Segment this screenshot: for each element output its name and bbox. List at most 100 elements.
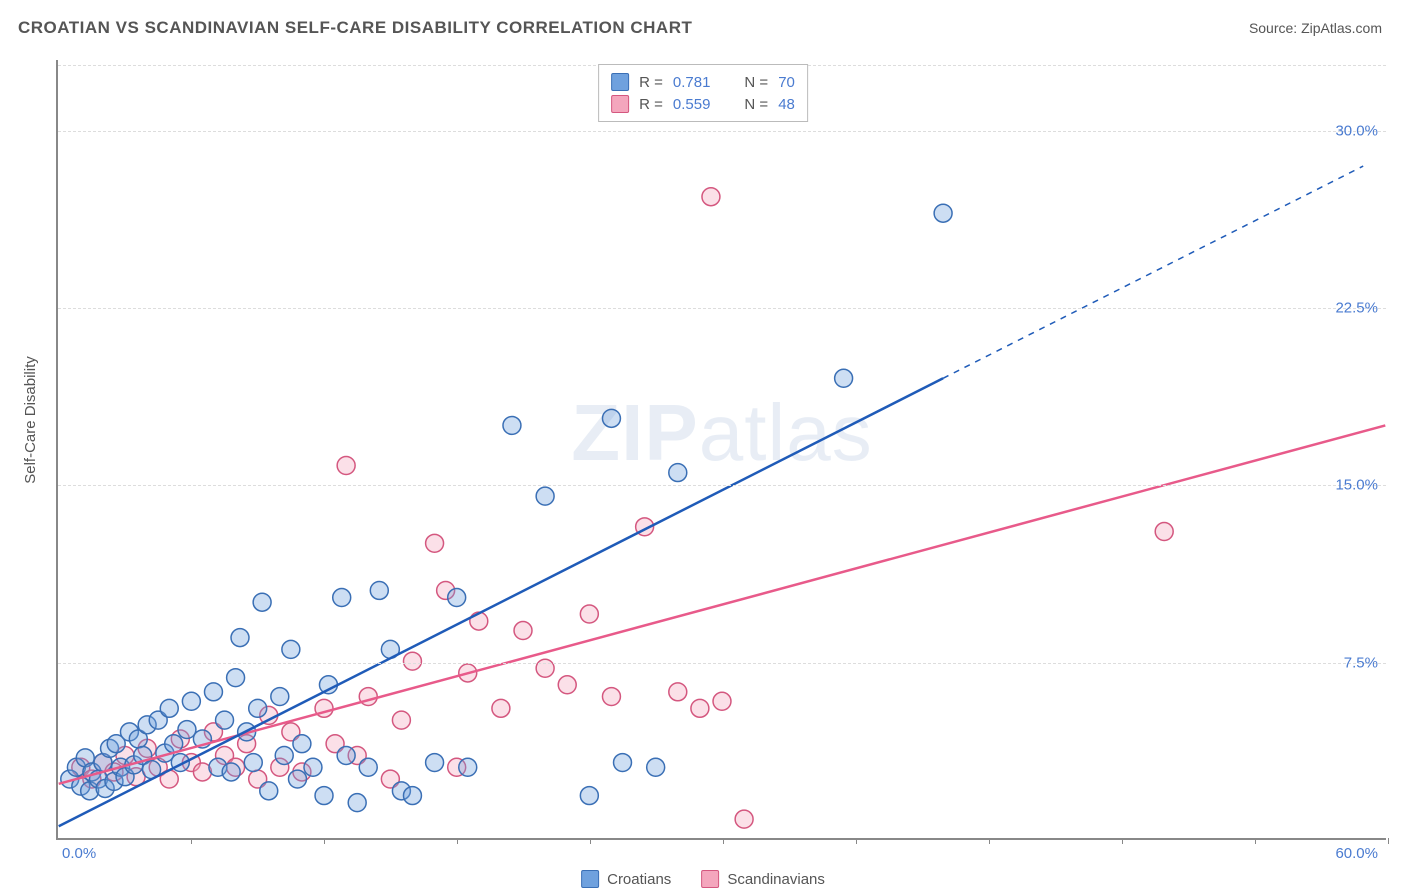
grid-line bbox=[58, 308, 1386, 309]
stat-r-value: 0.781 bbox=[673, 74, 711, 91]
grid-line bbox=[58, 131, 1386, 132]
scatter-point-scandinavians bbox=[669, 683, 687, 701]
scatter-point-croatians bbox=[271, 688, 289, 706]
source-label: Source: bbox=[1249, 20, 1297, 36]
scatter-point-scandinavians bbox=[691, 699, 709, 717]
scatter-point-scandinavians bbox=[492, 699, 510, 717]
stat-r-value: 0.559 bbox=[673, 96, 711, 113]
scatter-point-croatians bbox=[448, 589, 466, 607]
scatter-point-croatians bbox=[580, 787, 598, 805]
scatter-point-croatians bbox=[249, 699, 267, 717]
swatch-croatians bbox=[611, 73, 629, 91]
stat-n-value: 48 bbox=[778, 96, 795, 113]
legend-item-croatians: Croatians bbox=[581, 870, 671, 888]
scatter-point-croatians bbox=[216, 711, 234, 729]
scatter-point-scandinavians bbox=[735, 810, 753, 828]
scatter-point-croatians bbox=[253, 593, 271, 611]
scatter-point-croatians bbox=[426, 754, 444, 772]
series-legend: Croatians Scandinavians bbox=[581, 870, 825, 888]
trendline-croatians-extrapolated bbox=[943, 166, 1363, 378]
stat-n-label: N = bbox=[744, 96, 768, 113]
scatter-point-scandinavians bbox=[392, 711, 410, 729]
scatter-point-croatians bbox=[614, 754, 632, 772]
x-axis-tick bbox=[191, 838, 192, 844]
scatter-point-croatians bbox=[459, 758, 477, 776]
stats-row-croatians: R = 0.781 N = 70 bbox=[611, 71, 795, 93]
scatter-point-croatians bbox=[282, 640, 300, 658]
scatter-point-croatians bbox=[182, 692, 200, 710]
scatter-point-croatians bbox=[227, 669, 245, 687]
grid-line bbox=[58, 663, 1386, 664]
stat-r-label: R = bbox=[639, 96, 663, 113]
source-attribution: Source: ZipAtlas.com bbox=[1249, 20, 1382, 36]
legend-label-scandinavians: Scandinavians bbox=[727, 871, 825, 888]
scatter-point-croatians bbox=[260, 782, 278, 800]
scatter-point-croatians bbox=[160, 699, 178, 717]
x-axis-tick bbox=[324, 838, 325, 844]
scatter-point-croatians bbox=[319, 676, 337, 694]
scatter-point-croatians bbox=[602, 409, 620, 427]
x-axis-tick bbox=[1255, 838, 1256, 844]
scatter-point-croatians bbox=[669, 464, 687, 482]
y-tick-label: 15.0% bbox=[1335, 477, 1378, 494]
scatter-point-scandinavians bbox=[580, 605, 598, 623]
scatter-point-croatians bbox=[359, 758, 377, 776]
x-axis-max-label: 60.0% bbox=[1335, 845, 1378, 862]
scatter-point-croatians bbox=[647, 758, 665, 776]
scatter-point-croatians bbox=[244, 754, 262, 772]
scatter-point-scandinavians bbox=[602, 688, 620, 706]
scatter-point-scandinavians bbox=[426, 534, 444, 552]
x-axis-tick bbox=[856, 838, 857, 844]
scatter-point-croatians bbox=[275, 747, 293, 765]
stats-row-scandinavians: R = 0.559 N = 48 bbox=[611, 93, 795, 115]
y-tick-label: 30.0% bbox=[1335, 122, 1378, 139]
scatter-point-croatians bbox=[204, 683, 222, 701]
scatter-point-croatians bbox=[348, 794, 366, 812]
stat-r-label: R = bbox=[639, 74, 663, 91]
x-axis-tick bbox=[457, 838, 458, 844]
x-axis-origin-label: 0.0% bbox=[62, 845, 96, 862]
trendline-croatians bbox=[59, 378, 943, 826]
scatter-point-croatians bbox=[503, 416, 521, 434]
scatter-point-croatians bbox=[222, 763, 240, 781]
swatch-scandinavians bbox=[701, 870, 719, 888]
scatter-point-croatians bbox=[934, 204, 952, 222]
scatter-point-croatians bbox=[231, 629, 249, 647]
scatter-plot-svg bbox=[58, 60, 1386, 838]
scatter-point-scandinavians bbox=[337, 457, 355, 475]
scatter-point-scandinavians bbox=[702, 188, 720, 206]
scatter-point-croatians bbox=[403, 787, 421, 805]
source-name: ZipAtlas.com bbox=[1301, 20, 1382, 36]
scatter-point-scandinavians bbox=[713, 692, 731, 710]
scatter-point-croatians bbox=[370, 581, 388, 599]
x-axis-tick bbox=[723, 838, 724, 844]
scatter-point-croatians bbox=[337, 747, 355, 765]
stat-n-label: N = bbox=[744, 74, 768, 91]
x-axis-tick bbox=[590, 838, 591, 844]
swatch-croatians bbox=[581, 870, 599, 888]
scatter-point-croatians bbox=[315, 787, 333, 805]
x-axis-tick bbox=[1388, 838, 1389, 844]
y-axis-label: Self-Care Disability bbox=[22, 356, 39, 484]
scatter-point-croatians bbox=[293, 735, 311, 753]
grid-line bbox=[58, 485, 1386, 486]
y-tick-label: 22.5% bbox=[1335, 300, 1378, 317]
scatter-point-scandinavians bbox=[558, 676, 576, 694]
scatter-point-croatians bbox=[536, 487, 554, 505]
scatter-point-scandinavians bbox=[514, 622, 532, 640]
x-axis-tick bbox=[989, 838, 990, 844]
swatch-scandinavians bbox=[611, 95, 629, 113]
correlation-stats-legend: R = 0.781 N = 70 R = 0.559 N = 48 bbox=[598, 64, 808, 122]
chart-title: CROATIAN VS SCANDINAVIAN SELF-CARE DISAB… bbox=[18, 18, 692, 38]
scatter-point-croatians bbox=[835, 369, 853, 387]
legend-label-croatians: Croatians bbox=[607, 871, 671, 888]
x-axis-tick bbox=[1122, 838, 1123, 844]
scatter-point-croatians bbox=[333, 589, 351, 607]
plot-area: ZIPatlas 0.0% 60.0% 7.5%15.0%22.5%30.0% bbox=[56, 60, 1386, 840]
scatter-point-scandinavians bbox=[403, 652, 421, 670]
stat-n-value: 70 bbox=[778, 74, 795, 91]
legend-item-scandinavians: Scandinavians bbox=[701, 870, 825, 888]
scatter-point-croatians bbox=[304, 758, 322, 776]
scatter-point-croatians bbox=[289, 770, 307, 788]
y-tick-label: 7.5% bbox=[1344, 654, 1378, 671]
